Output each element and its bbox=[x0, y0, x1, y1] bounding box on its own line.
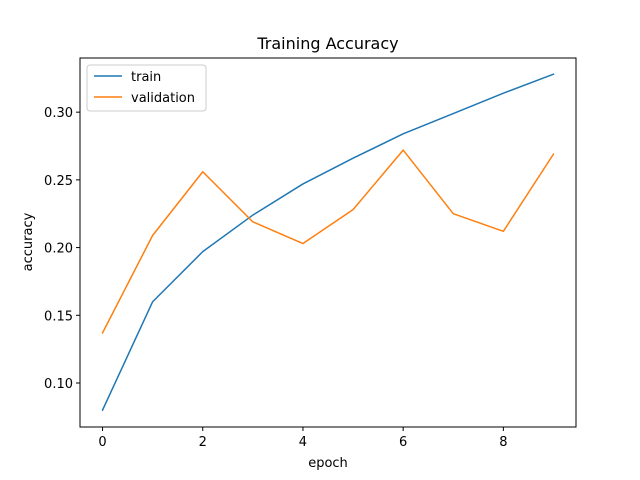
y-tick-label: 0.30 bbox=[44, 106, 73, 121]
chart-title: Training Accuracy bbox=[256, 34, 398, 53]
x-tick-label: 0 bbox=[98, 435, 106, 450]
x-tick-label: 8 bbox=[499, 435, 507, 450]
y-axis-label: accuracy bbox=[21, 212, 36, 271]
y-tick-label: 0.15 bbox=[44, 309, 73, 324]
x-tick-label: 4 bbox=[299, 435, 307, 450]
legend: train validation bbox=[86, 64, 207, 112]
x-tick-label: 2 bbox=[199, 435, 207, 450]
y-tick-label: 0.25 bbox=[44, 174, 73, 189]
series-line-train bbox=[101, 73, 555, 412]
x-axis-label: epoch bbox=[308, 456, 348, 471]
y-tick-label: 0.10 bbox=[44, 377, 73, 392]
legend-label-train: train bbox=[131, 70, 161, 85]
y-tick-label: 0.20 bbox=[44, 242, 73, 257]
series-line-validation bbox=[101, 149, 555, 334]
x-tick-label: 6 bbox=[399, 435, 407, 450]
plot-frame bbox=[79, 57, 577, 428]
legend-label-validation: validation bbox=[131, 91, 195, 106]
